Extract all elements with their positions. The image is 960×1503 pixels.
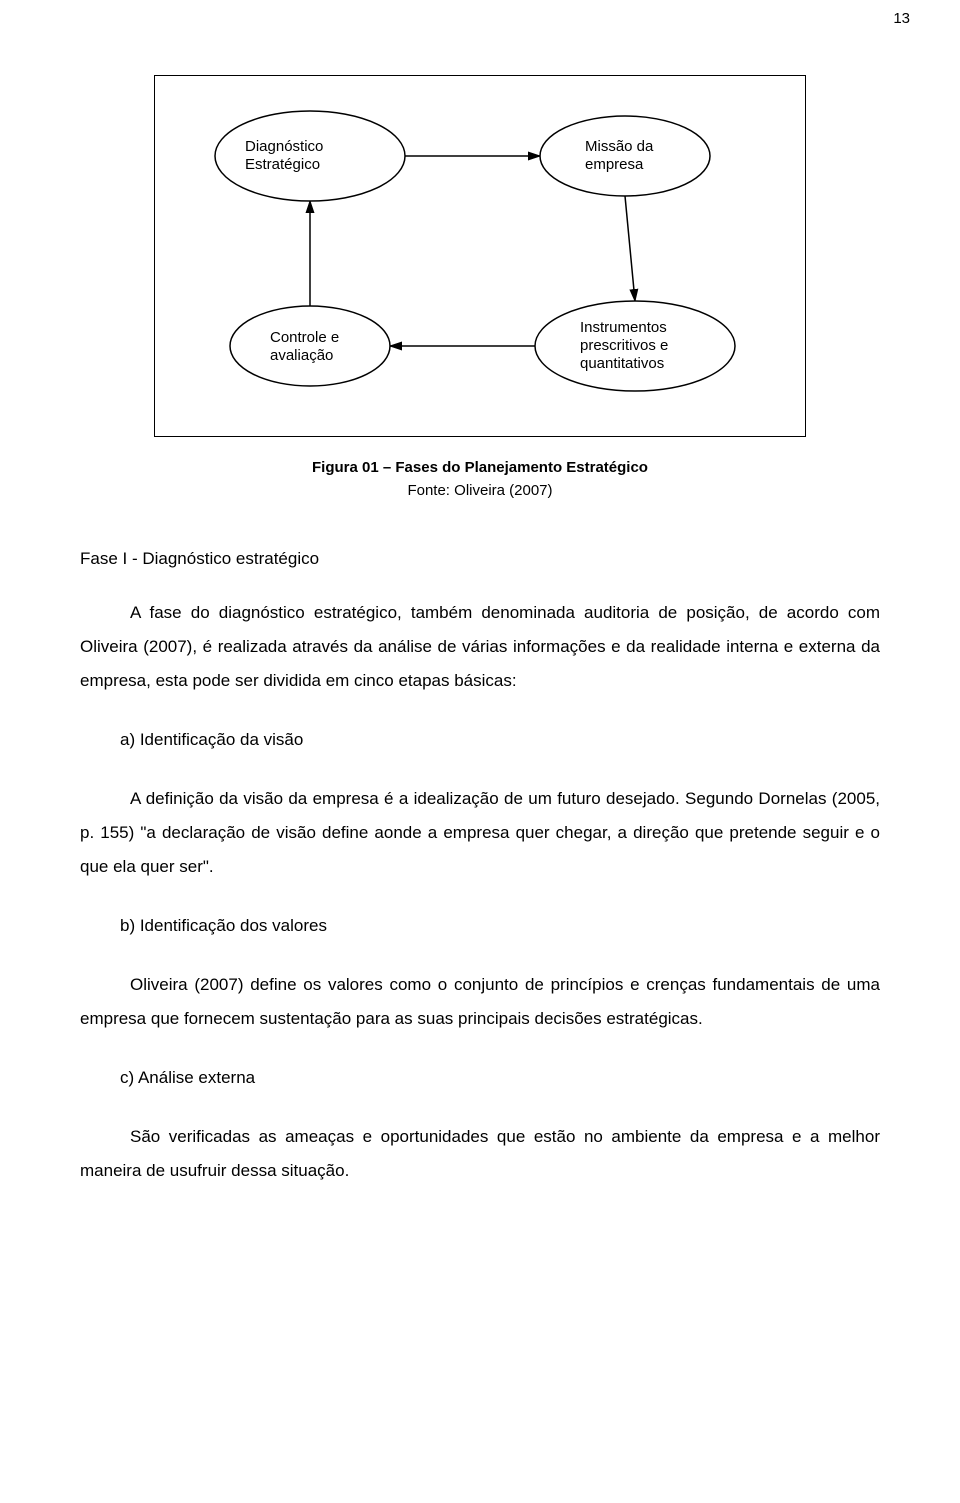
list-item-a: a) Identificação da visão [120, 723, 880, 757]
svg-text:DiagnósticoEstratégico: DiagnósticoEstratégico [245, 138, 323, 173]
node-diag: DiagnósticoEstratégico [215, 111, 405, 201]
node-ctrl: Controle eavaliação [230, 306, 390, 386]
svg-text:Instrumentosprescritivos equan: Instrumentosprescritivos equantitativos [580, 319, 668, 372]
page-number: 13 [893, 10, 910, 27]
caption-source: Fonte: Oliveira (2007) [407, 482, 552, 499]
paragraph-3: Oliveira (2007) define os valores como o… [80, 968, 880, 1036]
paragraph-2: A definição da visão da empresa é a idea… [80, 782, 880, 884]
paragraph-1: A fase do diagnóstico estratégico, també… [80, 596, 880, 698]
edge-missao_bottom-instr_top [625, 196, 635, 301]
diagram-container: DiagnósticoEstratégico Missão daempresa Co… [154, 75, 806, 437]
flow-diagram: DiagnósticoEstratégico Missão daempresa Co… [155, 76, 805, 436]
body-text: Fase I - Diagnóstico estratégico A fase … [80, 542, 880, 1188]
paragraph-4: São verificadas as ameaças e oportunidad… [80, 1120, 880, 1188]
svg-text:Controle eavaliação: Controle eavaliação [270, 329, 339, 364]
list-item-c: c) Análise externa [120, 1061, 880, 1095]
page: 13 DiagnósticoEstratégico Missão daempres… [0, 0, 960, 1503]
node-instr: Instrumentosprescritivos equantitativos [535, 301, 735, 391]
node-missao: Missão daempresa [540, 116, 710, 196]
caption-title: Figura 01 – Fases do Planejamento Estrat… [312, 459, 648, 476]
heading-fase1: Fase I - Diagnóstico estratégico [80, 542, 880, 576]
list-item-b: b) Identificação dos valores [120, 909, 880, 943]
figure-caption: Figura 01 – Fases do Planejamento Estrat… [80, 457, 880, 502]
